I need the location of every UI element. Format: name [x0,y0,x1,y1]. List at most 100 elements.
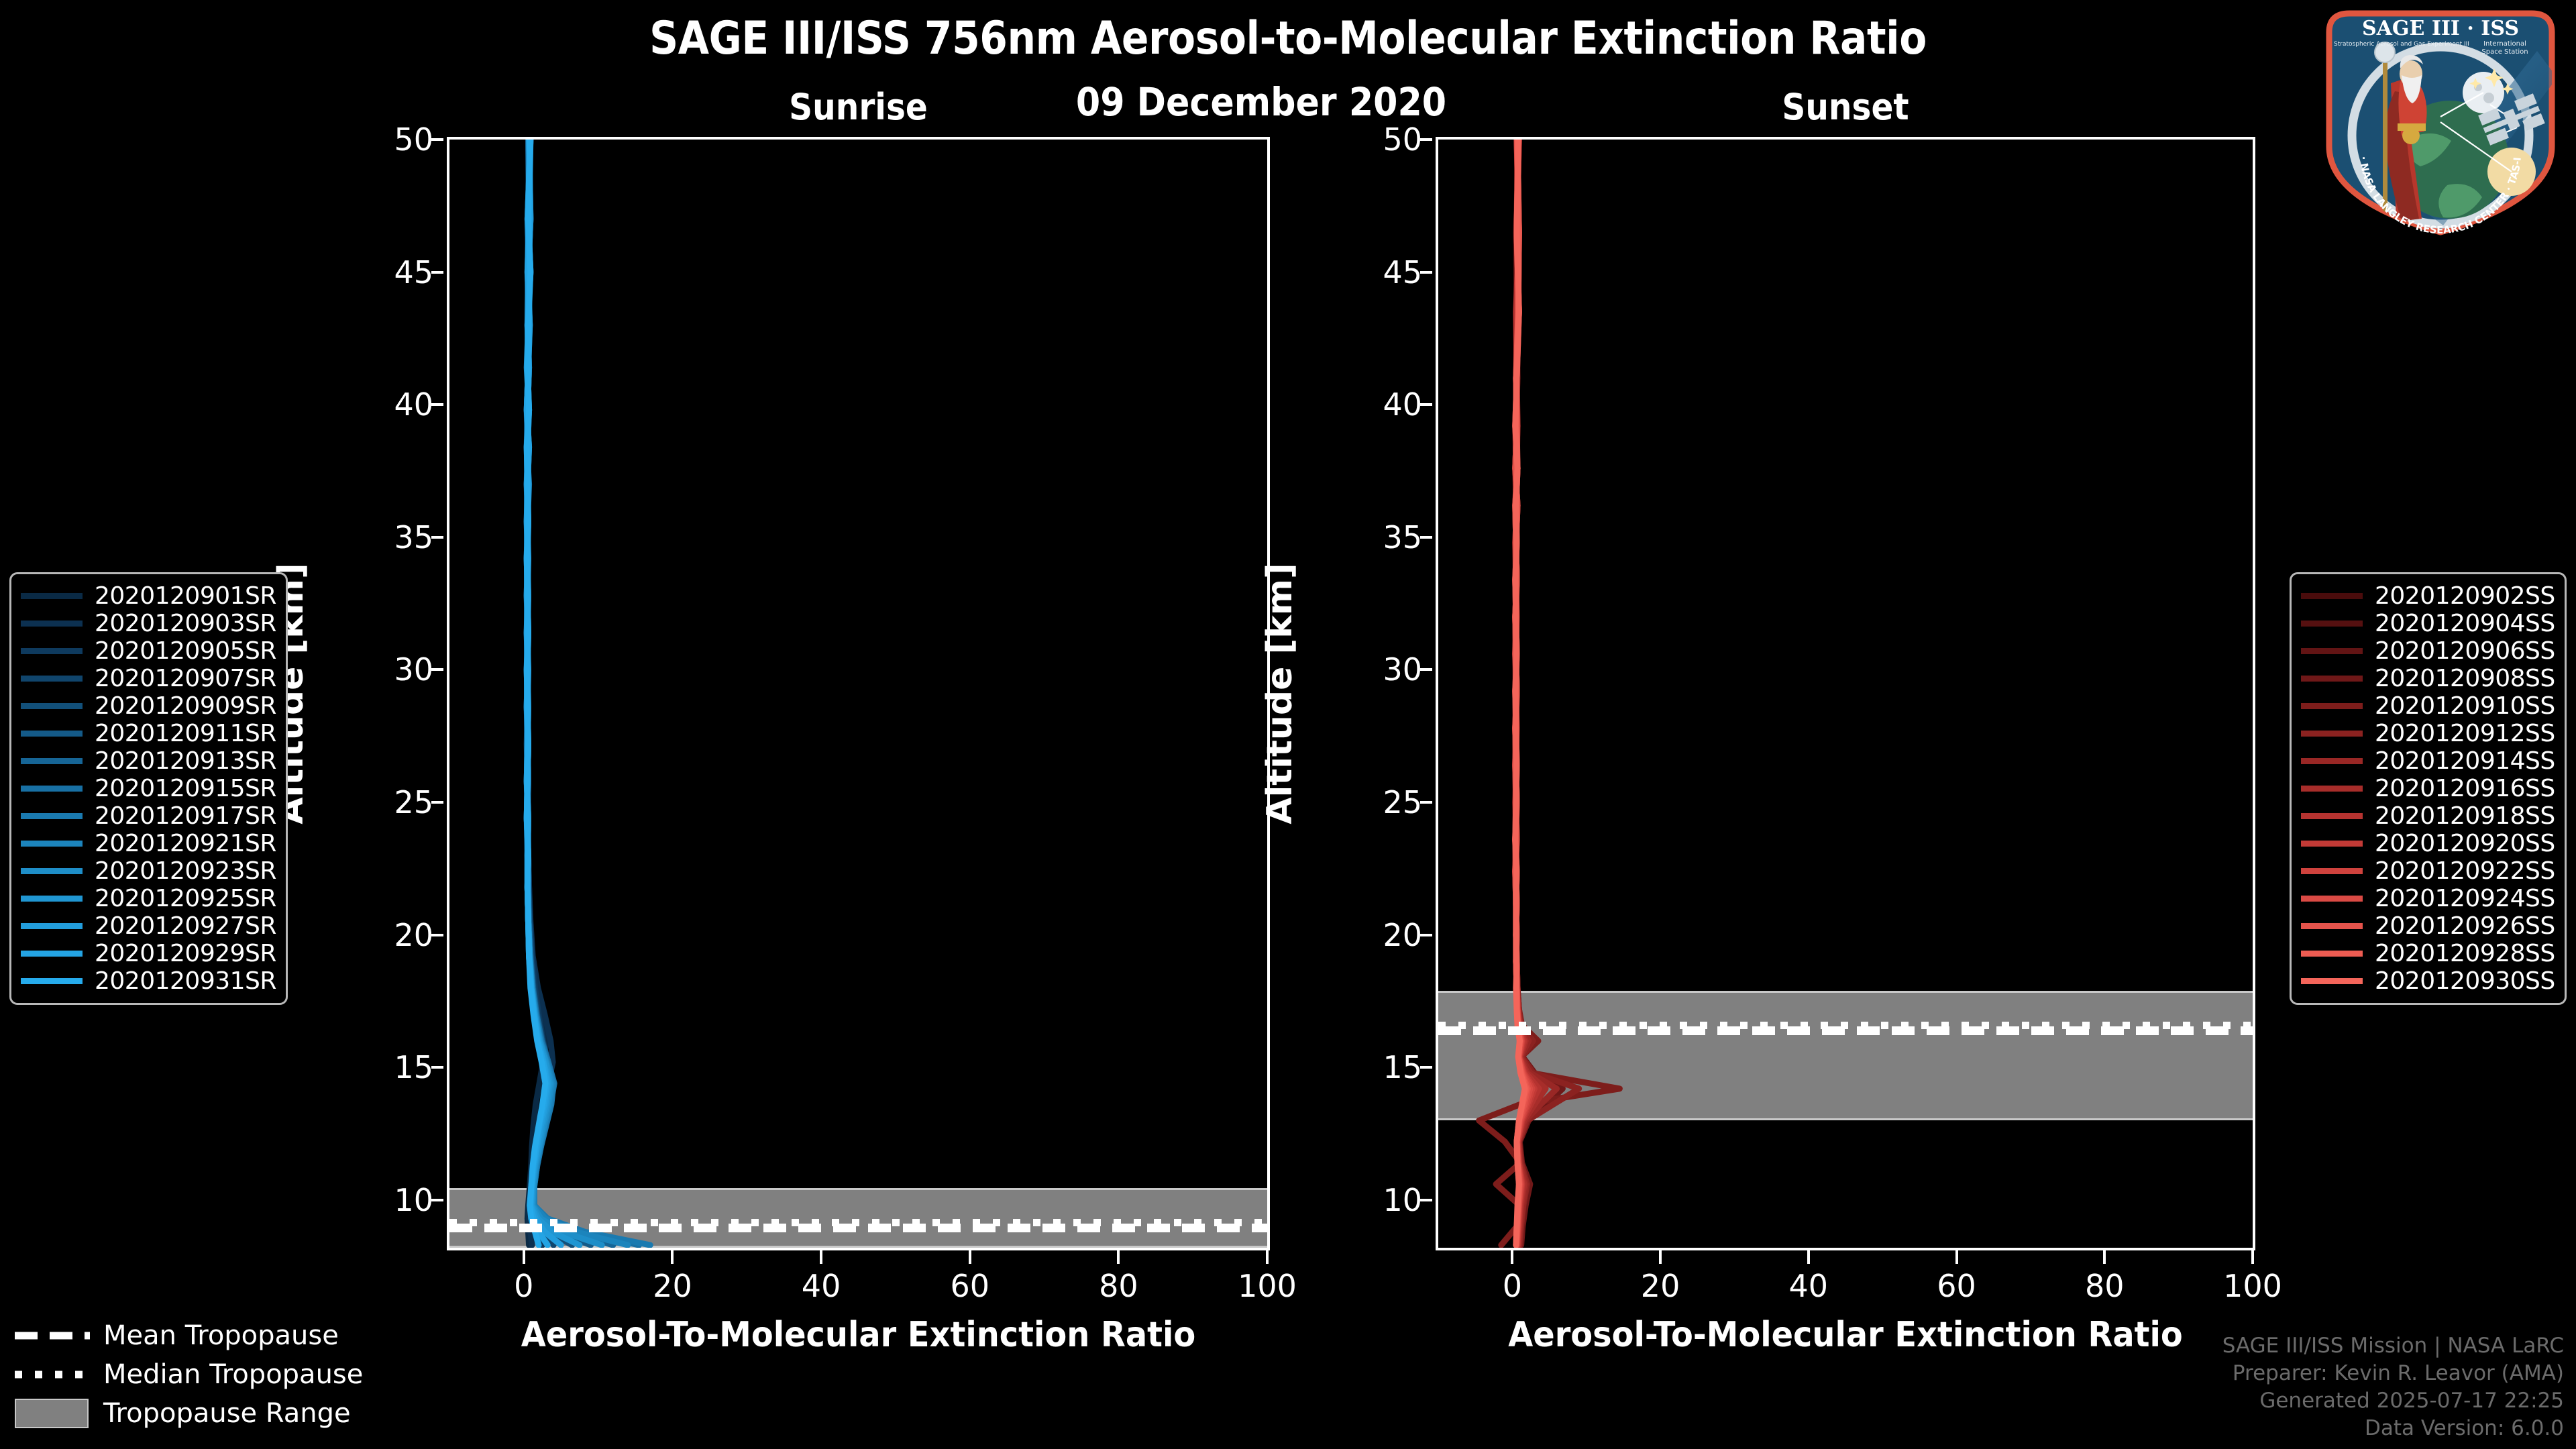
legend-color-swatch [21,620,83,627]
legend-item-tropopause-range: Tropopause Range [15,1394,363,1433]
y-axis-tick-mark [1420,535,1432,539]
legend-series-label: 2020120931SR [95,967,276,995]
legend-item[interactable]: 2020120925SR [21,885,276,912]
legend-item[interactable]: 2020120928SS [2301,940,2555,967]
legend-item[interactable]: 2020120921SR [21,830,276,857]
legend-item[interactable]: 2020120915SR [21,775,276,802]
profile-line [1512,140,1528,1248]
y-axis-tick-label: 30 [394,651,433,688]
logo-subtitle-right-2: Space Station [2481,48,2528,56]
stars [2469,68,2514,95]
x-axis-tick-label: 0 [1502,1268,1522,1304]
legend-item[interactable]: 2020120916SS [2301,775,2555,802]
legend-color-swatch [2301,620,2363,627]
median-tropopause-line [1438,1022,2253,1030]
x-axis-tick-label: 40 [1788,1268,1829,1304]
legend-item[interactable]: 2020120924SS [2301,885,2555,912]
legend-series-label: 2020120926SS [2375,912,2555,940]
legend-item[interactable]: 2020120909SR [21,692,276,720]
y-axis-tick-mark [431,1198,443,1201]
x-axis-tick-mark [968,1250,971,1264]
legend-series-label: 2020120909SR [95,692,276,720]
legend-color-swatch [21,840,83,847]
date-title: 09 December 2020 [1075,79,1447,125]
legend-item[interactable]: 2020120926SS [2301,912,2555,940]
legend-series-label: 2020120910SS [2375,692,2555,720]
legend-item[interactable]: 2020120907SR [21,665,276,692]
x-axis-tick-mark [1117,1250,1120,1264]
sunset-panel-title: Sunset [1782,86,1909,128]
legend-item[interactable]: 2020120922SS [2301,857,2555,885]
legend-color-swatch [2301,785,2363,792]
legend-item[interactable]: 2020120931SR [21,967,276,995]
y-axis-tick-label: 15 [1383,1049,1422,1086]
legend-item[interactable]: 2020120906SS [2301,637,2555,665]
x-axis-tick-mark [1511,1250,1514,1264]
x-axis-tick-label: 100 [2223,1268,2282,1304]
y-axis-tick-label: 15 [394,1049,433,1086]
y-axis-tick-label: 35 [1383,519,1422,555]
legend-item[interactable]: 2020120905SR [21,637,276,665]
legend-item[interactable]: 2020120911SR [21,720,276,747]
profile-line [523,140,549,1248]
legend-item[interactable]: 2020120904SS [2301,610,2555,637]
sunrise-legend: 2020120901SR 2020120903SR 2020120905SR 2020… [9,572,288,1005]
legend-color-swatch [2301,867,2363,874]
legend-item[interactable]: 2020120903SR [21,610,276,637]
legend-item[interactable]: 2020120927SR [21,912,276,940]
legend-item[interactable]: 2020120910SS [2301,692,2555,720]
legend-item[interactable]: 2020120917SR [21,802,276,830]
credits-line-version: Data Version: 6.0.0 [2364,1416,2564,1441]
x-axis-tick-mark [2103,1250,2106,1264]
x-axis-tick-mark [1266,1250,1269,1264]
tropopause-range-label: Tropopause Range [103,1398,351,1429]
legend-item[interactable]: 2020120902SS [2301,582,2555,610]
x-axis-tick-mark [671,1250,674,1264]
logo-title: SAGE III · ISS [2362,17,2519,40]
page-title: SAGE III/ISS 756nm Aerosol-to-Molecular … [649,12,1927,65]
legend-color-swatch [2301,950,2363,957]
legend-item[interactable]: 2020120920SS [2301,830,2555,857]
mean-tropopause-label: Mean Tropopause [103,1320,339,1351]
credits-line-generated: Generated 2025-07-17 22:25 [2259,1389,2564,1413]
legend-series-label: 2020120904SS [2375,609,2555,637]
x-axis-tick-mark [1807,1250,1810,1264]
legend-item[interactable]: 2020120912SS [2301,720,2555,747]
legend-item[interactable]: 2020120929SR [21,940,276,967]
y-axis-tick-label: 40 [394,386,433,423]
x-axis-tick-mark [1955,1250,1958,1264]
dotted-line-icon [15,1366,90,1383]
x-axis-title: Aerosol-To-Molecular Extinction Ratio [521,1315,1196,1355]
legend-series-label: 2020120903SR [95,609,276,637]
median-tropopause-line [449,1219,1267,1227]
legend-color-swatch [21,730,83,737]
x-axis-tick-label: 0 [514,1268,534,1304]
legend-item[interactable]: 2020120913SR [21,747,276,775]
x-axis-tick-label: 60 [1937,1268,1976,1304]
legend-color-swatch [21,702,83,709]
y-axis-tick-label: 45 [1383,254,1422,290]
x-axis-title: Aerosol-To-Molecular Extinction Ratio [1508,1315,2183,1355]
legend-item[interactable]: 2020120908SS [2301,665,2555,692]
sage-iii-iss-mission-patch-logo: SAGE III · ISS Stratospheric Aerosol and… [2312,0,2565,240]
legend-color-swatch [21,950,83,957]
legend-item[interactable]: 2020120918SS [2301,802,2555,830]
y-axis-tick-label: 40 [1383,386,1422,423]
legend-item[interactable]: 2020120923SR [21,857,276,885]
legend-color-swatch [2301,922,2363,929]
y-axis-tick-mark [431,801,443,804]
legend-item[interactable]: 2020120914SS [2301,747,2555,775]
legend-series-label: 2020120902SS [2375,582,2555,610]
credits-block: SAGE III/ISS Mission | NASA LaRC Prepare… [2222,1332,2564,1442]
y-axis-tick-label: 10 [394,1181,433,1218]
legend-item-median-tropopause: Median Tropopause [15,1355,363,1394]
y-axis-tick-label: 45 [394,254,433,290]
y-axis-tick-label: 30 [1383,651,1422,688]
legend-item[interactable]: 2020120901SR [21,582,276,610]
legend-color-swatch [2301,702,2363,709]
legend-color-swatch [2301,757,2363,764]
legend-item[interactable]: 2020120930SS [2301,967,2555,995]
tropopause-legend: Mean Tropopause Median Tropopause Tropop… [15,1316,363,1433]
legend-color-swatch [21,675,83,682]
y-axis-tick-label: 25 [1383,784,1422,821]
